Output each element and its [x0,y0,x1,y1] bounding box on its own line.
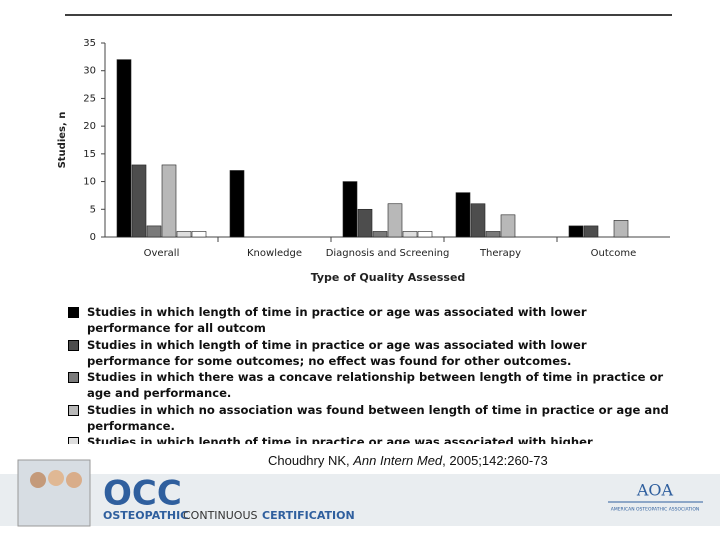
legend-label: Studies in which no association was foun… [87,402,669,434]
citation-journal: Ann Intern Med [353,453,443,468]
occ-logo: OCC [103,474,182,514]
y-tick-label: 30 [83,66,96,77]
citation: Choudhry NK, Ann Intern Med, 2005;142:26… [268,453,548,468]
bar [146,225,162,238]
bar [342,181,358,238]
bar [161,164,177,238]
x-tick-label: Diagnosis and Screening [326,248,450,259]
occ-word: CERTIFICATION [262,509,355,522]
footer-band [0,474,720,526]
photo-face [48,470,64,486]
y-tick-label: 25 [83,93,96,104]
bar [229,170,245,238]
y-axis-title: Studies, n [57,112,68,169]
aoa-logo: AOA [636,481,674,500]
y-tick-label: 5 [90,204,96,215]
bar [131,164,147,238]
legend-swatch [68,404,79,416]
legend-swatch [68,372,79,384]
x-tick-label: Knowledge [247,248,302,259]
legend-swatch [68,307,79,318]
bar [116,59,132,238]
footer-logos: OCC OSTEOPATHIC CONTINUOUS CERTIFICATION… [17,459,703,527]
y-tick-label: 10 [83,177,96,188]
legend-item: Studies in which length of time in pract… [68,434,672,444]
y-tick-label: 15 [83,149,96,160]
legend-label: Studies in which there was a concave rel… [87,370,664,401]
x-axis-title: Type of Quality Assessed [311,271,466,284]
occ-word: OSTEOPATHIC [103,509,188,522]
aoa-name: AMERICAN OSTEOPATHIC ASSOCIATION [611,507,700,513]
bar [583,225,599,238]
legend-label: Studies in which length of time in pract… [87,435,593,444]
x-tick-label: Outcome [591,248,637,259]
photo-face [30,472,46,488]
photo [17,459,91,527]
bar [470,203,486,238]
citation-rest: , 2005;142:260-73 [442,453,548,468]
chart: Studies, n Type of Quality Assessed 0 5 10… [57,14,672,284]
photo-face [66,472,82,488]
citation-author: Choudhry NK, [268,453,354,468]
bar [357,208,373,238]
y-tick-label: 20 [83,121,96,132]
legend-item: Studies in which length of time in pract… [68,304,672,337]
legend-label: Studies in which length of time in pract… [87,337,587,368]
bar [568,225,584,238]
y-tick-label: 0 [90,232,96,243]
legend-swatch [68,339,79,351]
legend-swatch [68,437,79,444]
bar [191,231,207,238]
legend-item: Studies in which no association was foun… [68,402,672,435]
bar [485,231,501,238]
bar [372,231,388,238]
bar [500,214,516,238]
bar [176,231,192,238]
legend-label: Studies in which length of time in pract… [87,305,587,336]
bar [613,220,629,238]
occ-word: CONTINUOUS [183,509,258,522]
y-tick-label: 35 [83,38,96,49]
legend-item: Studies in which length of time in pract… [68,337,672,370]
x-tick-label: Overall [144,248,180,259]
legend-item: Studies in which there was a concave rel… [68,369,672,402]
bar [387,203,403,238]
bar [455,192,471,238]
x-tick-label: Therapy [479,248,521,259]
bar [402,231,418,238]
legend: Studies in which length of time in pract… [68,304,672,444]
bar [417,231,433,238]
